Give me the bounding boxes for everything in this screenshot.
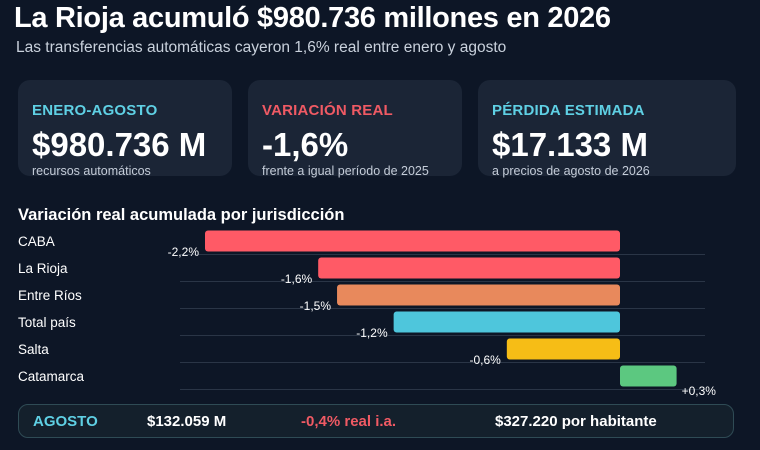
- page-title: La Rioja acumuló $980.736 millones en 20…: [14, 2, 611, 34]
- card-note: frente a igual período de 2025: [262, 164, 429, 178]
- card-value: $17.133 M: [492, 126, 648, 163]
- card-value: $980.736 M: [32, 126, 207, 163]
- value-label: +0,3%: [682, 384, 717, 398]
- category-label: La Rioja: [18, 261, 68, 276]
- footer-label: AGOSTO: [33, 413, 98, 430]
- value-label: -1,2%: [356, 326, 388, 340]
- footer-summary: AGOSTO $132.059 M -0,4% real i.a. $327.2…: [18, 404, 734, 438]
- category-label: CABA: [18, 234, 55, 249]
- card-label: ENERO-AGOSTO: [32, 102, 158, 119]
- category-label: Total país: [18, 315, 76, 330]
- footer-variation: -0,4% real i.a.: [301, 413, 397, 430]
- card-note: recursos automáticos: [32, 164, 151, 178]
- footer-per-capita: $327.220 por habitante: [495, 413, 657, 430]
- value-label: -1,6%: [281, 272, 313, 286]
- bar: [506, 338, 620, 360]
- card-enero-agosto: ENERO-AGOSTO $980.736 M recursos automát…: [18, 80, 232, 178]
- card-perdida-estimada: PÉRDIDA ESTIMADA $17.133 M a precios de …: [478, 80, 736, 178]
- category-label: Catamarca: [18, 369, 85, 384]
- bar: [337, 284, 620, 306]
- bar-chart: CABA -2,2% La Rioja -1,6% Entre Ríos -1,5% Tot…: [18, 230, 717, 398]
- footer-amount: $132.059 M: [147, 413, 227, 430]
- category-label: Salta: [18, 342, 49, 357]
- bar: [393, 311, 620, 333]
- card-value: -1,6%: [262, 126, 349, 163]
- card-note: a precios de agosto de 2026: [492, 164, 650, 178]
- page-subtitle: Las transferencias automáticas cayeron 1…: [16, 39, 507, 56]
- bar: [205, 230, 620, 252]
- card-label: PÉRDIDA ESTIMADA: [492, 102, 645, 119]
- bar: [620, 365, 677, 387]
- card-label: VARIACIÓN REAL: [262, 102, 393, 119]
- value-label: -2,2%: [168, 245, 200, 259]
- value-label: -0,6%: [469, 353, 501, 367]
- category-label: Entre Ríos: [18, 288, 82, 303]
- bar: [318, 257, 620, 279]
- chart-title: Variación real acumulada por jurisdicció…: [18, 206, 345, 224]
- card-variacion-real: VARIACIÓN REAL -1,6% frente a igual perí…: [248, 80, 462, 178]
- value-label: -1,5%: [300, 299, 332, 313]
